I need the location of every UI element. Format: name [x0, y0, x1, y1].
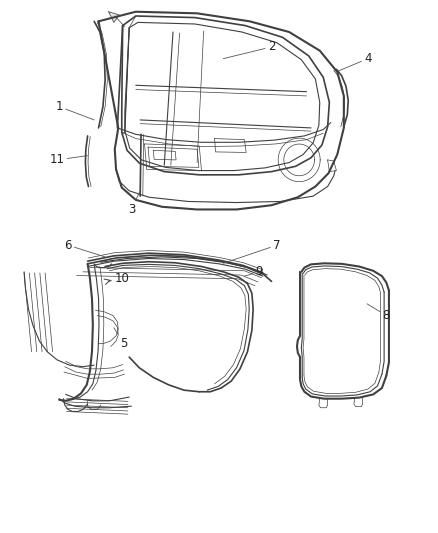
- Text: 11: 11: [49, 154, 88, 166]
- Text: 4: 4: [339, 52, 372, 71]
- Text: 5: 5: [114, 328, 127, 350]
- Text: 1: 1: [55, 100, 94, 120]
- Text: 7: 7: [223, 239, 281, 263]
- Text: 8: 8: [367, 304, 390, 322]
- Text: 2: 2: [223, 41, 276, 59]
- Text: 3: 3: [128, 191, 140, 216]
- Text: 10: 10: [109, 272, 129, 285]
- Polygon shape: [109, 12, 119, 22]
- Text: 9: 9: [244, 265, 263, 278]
- Text: 6: 6: [64, 239, 105, 257]
